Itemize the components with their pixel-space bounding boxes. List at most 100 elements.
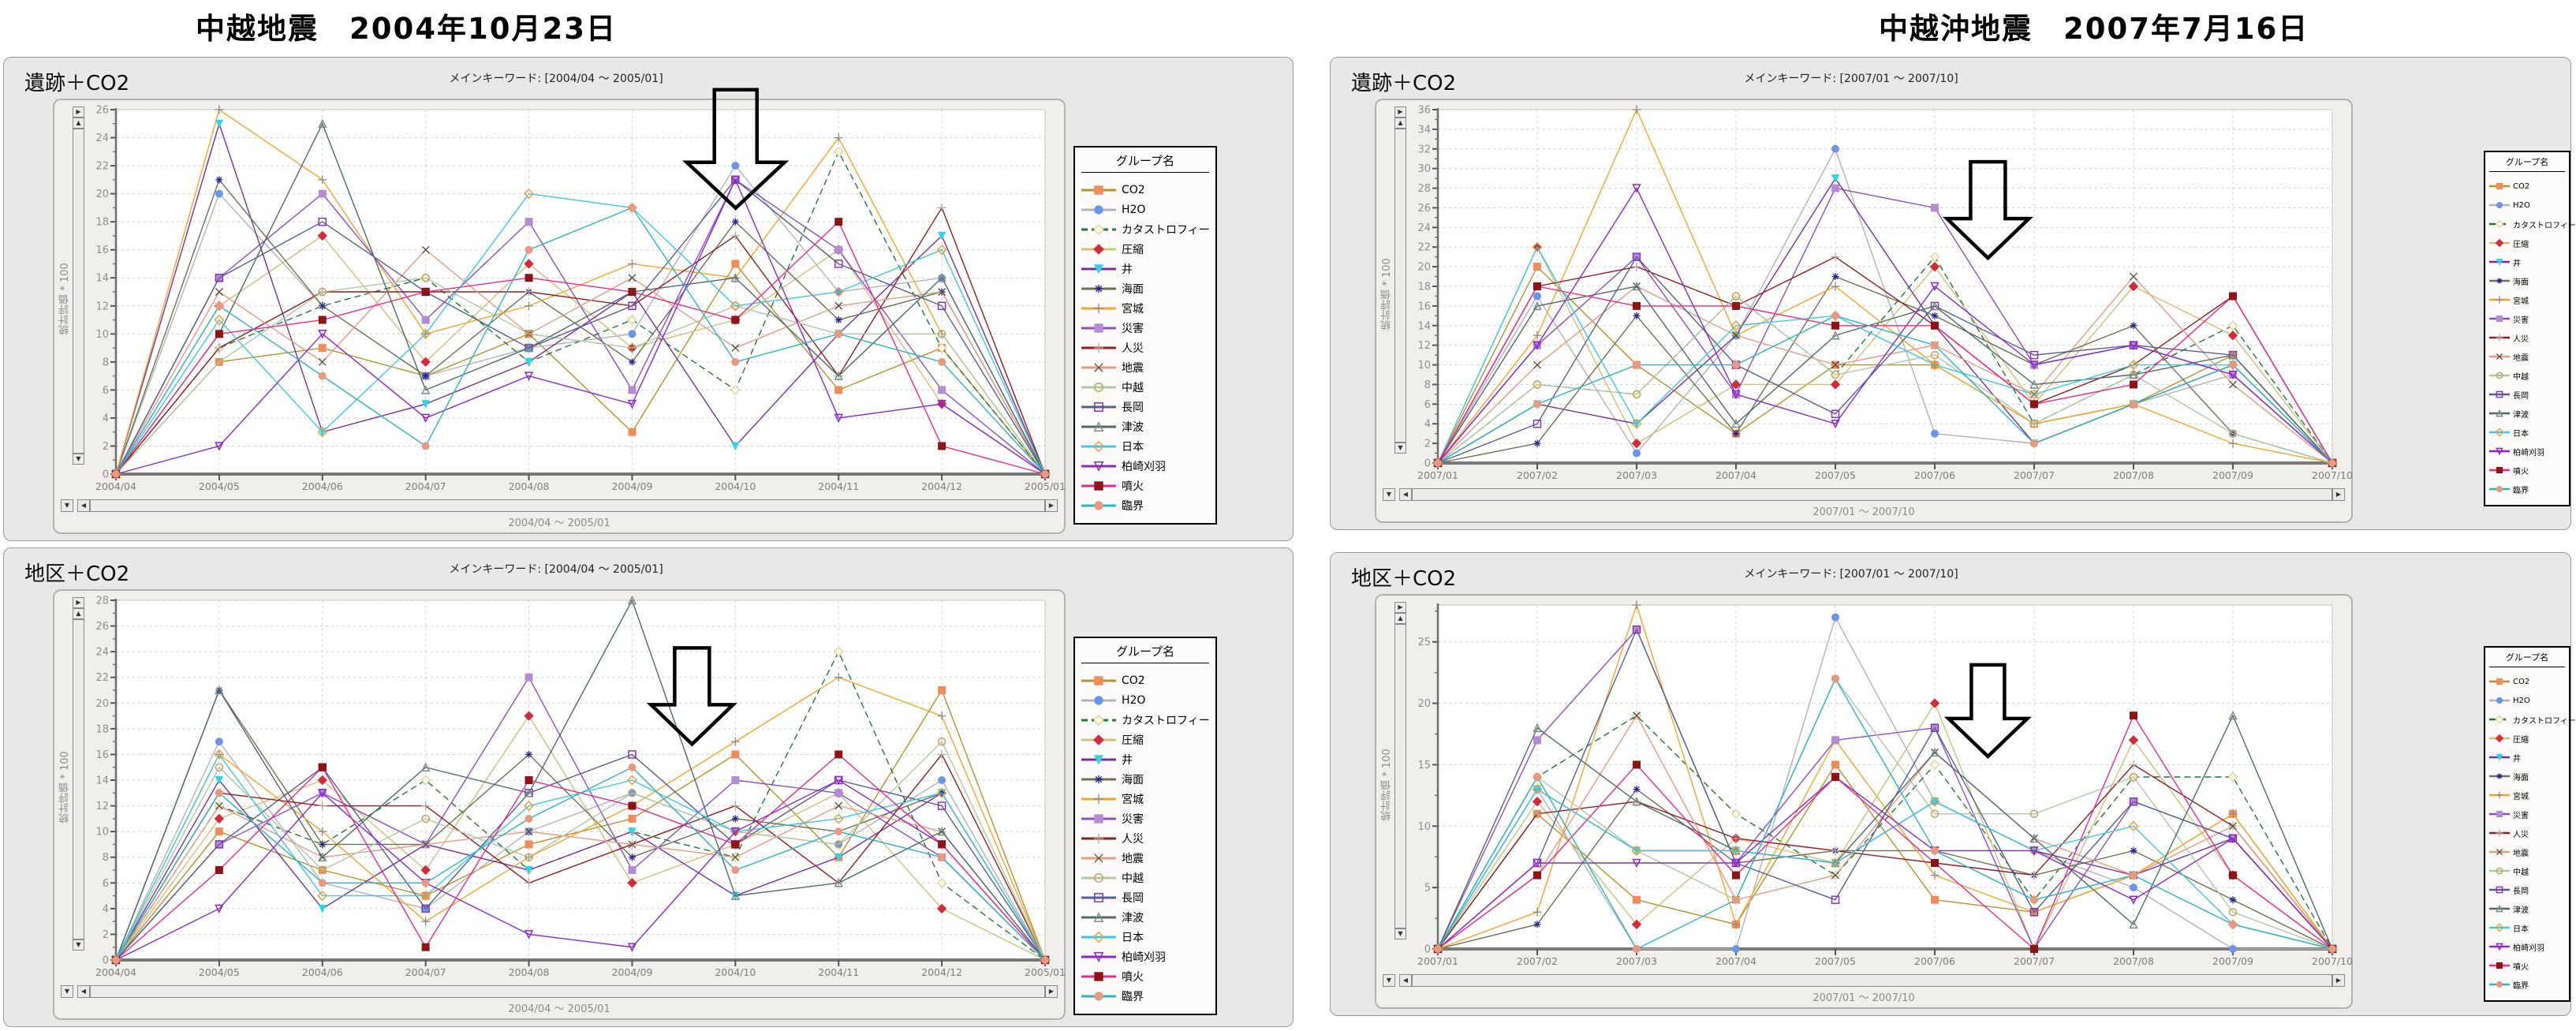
legend-swatch-circle-icon: [1081, 695, 1116, 705]
scroll-up-button[interactable]: ▲: [1394, 613, 1406, 624]
legend-item: 柏崎刈羽: [2489, 937, 2565, 956]
legend-swatch-circle-icon: [1081, 991, 1116, 1001]
legend-item: 圧縮: [2489, 233, 2565, 252]
svg-text:2: 2: [103, 441, 109, 453]
legend-item: 災害: [2489, 805, 2565, 824]
legend-item: 人災: [1081, 828, 1209, 848]
scroll-expand-button[interactable]: ▶: [73, 106, 84, 118]
horizontal-scrollbar[interactable]: ▼ ◀ ▶: [61, 499, 1058, 512]
scroll-left-button[interactable]: ◀: [1399, 974, 1412, 987]
legend-item: 人災: [2489, 328, 2565, 347]
horizontal-scroll-track[interactable]: [90, 499, 1045, 512]
svg-text:2004/08: 2004/08: [509, 966, 550, 978]
horizontal-scroll-track[interactable]: [1412, 974, 2332, 987]
svg-text:0: 0: [1424, 458, 1431, 470]
svg-text:2007/10: 2007/10: [2312, 469, 2353, 481]
legend-item: 臨界: [1081, 986, 1209, 1006]
scroll-collapse-button[interactable]: ▼: [1383, 974, 1395, 987]
svg-text:2004/06: 2004/06: [302, 480, 343, 492]
legend-swatch-circle-open-icon: [2489, 372, 2510, 379]
scroll-down-button[interactable]: ▼: [1394, 443, 1406, 454]
svg-text:16: 16: [95, 749, 109, 761]
vertical-scroll-track[interactable]: [73, 619, 84, 939]
legend-label: 井: [1122, 263, 1133, 276]
legend-label: H2O: [2513, 696, 2530, 705]
legend-label: 中越: [1122, 872, 1144, 885]
horizontal-scrollbar[interactable]: ▼ ◀ ▶: [1383, 488, 2345, 501]
scroll-expand-button[interactable]: ▶: [1394, 602, 1406, 613]
legend-label: 津波: [2513, 410, 2529, 420]
horizontal-scrollbar[interactable]: ▼ ◀ ▶: [1383, 974, 2345, 987]
scroll-collapse-button[interactable]: ▼: [1383, 488, 1395, 501]
legend-item: 海面: [1081, 769, 1209, 789]
legend-item: 津波: [1081, 907, 1209, 927]
scroll-expand-button[interactable]: ▶: [73, 597, 84, 608]
legend-label: 噴火: [2513, 467, 2529, 476]
legend-item: 災害: [1081, 318, 1209, 338]
scroll-down-button[interactable]: ▼: [73, 454, 84, 465]
svg-text:2007/03: 2007/03: [1616, 469, 1657, 481]
vertical-scrollbar[interactable]: ▶ ▲ ▼: [1394, 602, 1406, 939]
svg-text:14: 14: [95, 775, 109, 787]
vertical-scrollbar[interactable]: ▶ ▲ ▼: [73, 106, 84, 465]
scroll-right-button[interactable]: ▶: [1045, 499, 1058, 512]
scroll-left-button[interactable]: ◀: [77, 499, 90, 512]
scroll-down-button[interactable]: ▼: [1394, 928, 1406, 939]
legend-swatch-asterisk-icon: [1081, 284, 1116, 293]
scroll-left-button[interactable]: ◀: [77, 985, 90, 998]
legend-swatch-plus-icon: [2489, 296, 2510, 304]
scroll-left-button[interactable]: ◀: [1399, 488, 1412, 501]
legend-item: 宮城: [1081, 789, 1209, 809]
vertical-scroll-track[interactable]: [73, 129, 84, 454]
legend-swatch-diamond-icon: [2489, 238, 2510, 248]
scroll-up-button[interactable]: ▲: [73, 608, 84, 619]
legend-label: 井: [2513, 754, 2521, 764]
legend-swatch-circle-open-icon: [1081, 382, 1116, 392]
annotation-arrow-down-icon: [646, 646, 737, 747]
legend-swatch-diamond-icon: [2489, 219, 2510, 229]
legend-swatch-circle-open-icon: [2489, 867, 2510, 875]
horizontal-scrollbar[interactable]: ▼ ◀ ▶: [61, 985, 1058, 998]
x-axis-title: 2004/04 ～ 2005/01: [508, 517, 610, 529]
legend-label: 宮城: [2513, 297, 2529, 306]
scroll-right-button[interactable]: ▶: [1045, 985, 1058, 998]
legend-label: 長岡: [1122, 891, 1144, 905]
svg-text:10: 10: [95, 827, 109, 839]
scroll-collapse-button[interactable]: ▼: [61, 499, 73, 512]
scroll-up-button[interactable]: ▲: [73, 118, 84, 129]
svg-text:2007/06: 2007/06: [1914, 469, 1955, 481]
vertical-scrollbar[interactable]: ▶ ▲ ▼: [1394, 106, 1406, 454]
scroll-right-button[interactable]: ▶: [2332, 488, 2345, 501]
legend-label: 日本: [1122, 931, 1144, 944]
legend-item: 柏崎刈羽: [2489, 442, 2565, 461]
legend-label: 臨界: [2513, 981, 2529, 991]
legend-label: 災害: [2513, 811, 2529, 820]
vertical-scroll-track[interactable]: [1394, 624, 1406, 928]
horizontal-scroll-track[interactable]: [90, 985, 1045, 998]
svg-text:8: 8: [103, 357, 109, 368]
scroll-collapse-button[interactable]: ▼: [61, 985, 73, 998]
legend-item: 津波: [2489, 899, 2565, 918]
scroll-expand-button[interactable]: ▶: [1394, 106, 1406, 118]
legend-label: CO2: [1122, 183, 1145, 196]
legend-label: 長岡: [2513, 887, 2529, 896]
legend-item: 海面: [2489, 271, 2565, 290]
svg-text:12: 12: [95, 801, 109, 812]
legend-item: H2O: [1081, 690, 1209, 710]
svg-text:36: 36: [1417, 105, 1431, 117]
legend-swatch-square-icon: [2489, 678, 2510, 685]
legend-swatch-square-icon: [2489, 466, 2510, 474]
svg-text:2004/12: 2004/12: [921, 966, 962, 978]
scroll-up-button[interactable]: ▲: [1394, 118, 1406, 129]
scroll-right-button[interactable]: ▶: [2332, 974, 2345, 987]
legend-swatch-diamond-open-icon: [1081, 440, 1116, 452]
legend-item: 宮城: [2489, 290, 2565, 309]
legend-item: 井: [2489, 252, 2565, 271]
scroll-down-button[interactable]: ▼: [73, 939, 84, 951]
legend-item: 噴火: [2489, 461, 2565, 480]
horizontal-scroll-track[interactable]: [1412, 488, 2332, 501]
legend-swatch-circle-icon: [2489, 981, 2510, 988]
vertical-scrollbar[interactable]: ▶ ▲ ▼: [73, 597, 84, 951]
vertical-scroll-track[interactable]: [1394, 129, 1406, 443]
legend-label: 圧縮: [2513, 735, 2529, 745]
